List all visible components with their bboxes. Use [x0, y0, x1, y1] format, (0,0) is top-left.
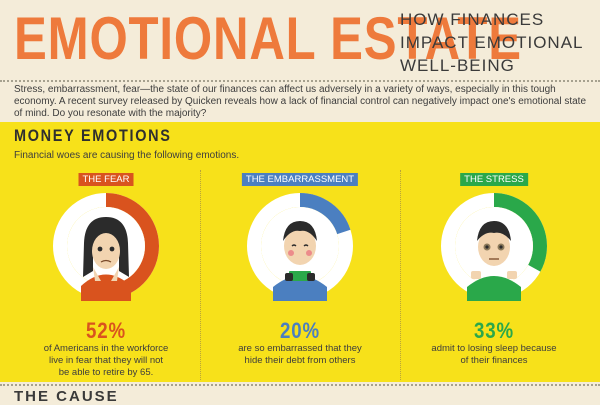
stress-badge: THE STRESS [460, 173, 528, 186]
embarrassment-badge: THE EMBARRASSMENT [241, 173, 359, 186]
embarrassed-person-icon [273, 221, 327, 301]
fear-donut-chart [53, 193, 159, 301]
fear-badge: THE FEAR [78, 173, 134, 186]
fear-description: of Americans in the workforce live in fe… [16, 343, 196, 379]
subtitle-line: WELL-BEING [400, 56, 515, 75]
page-title: EMOTIONAL ESTATE [14, 5, 522, 72]
section-title: MONEY EMOTIONS [14, 126, 172, 145]
description-line: be able to retire by 65. [58, 367, 154, 378]
section-subtitle: Financial woes are causing the following… [14, 150, 240, 161]
description-line: of their finances [460, 355, 528, 366]
divider [0, 80, 600, 82]
subtitle-line: IMPACT EMOTIONAL [400, 33, 584, 52]
description-line: of Americans in the workforce [43, 343, 169, 354]
donut-arc [441, 193, 547, 299]
page-subtitle: HOW FINANCES IMPACT EMOTIONAL WELL-BEING [400, 8, 600, 77]
stressed-person-icon [467, 221, 521, 301]
intro-paragraph: Stress, embarrassment, fear—the state of… [14, 84, 587, 119]
embarrassment-percent: 20% [280, 318, 320, 343]
description-line: live in fear that they will not [48, 355, 164, 366]
donut-arc [247, 193, 353, 299]
description-line: are so embarrassed that they [238, 343, 362, 354]
stress-percent: 33% [474, 318, 514, 343]
fear-person-icon [81, 217, 131, 301]
description-line: admit to losing sleep because [431, 343, 557, 354]
embarrassment-donut-chart [247, 193, 353, 301]
subtitle-line: HOW FINANCES [400, 10, 545, 29]
stress-donut-chart [441, 193, 547, 301]
column-divider [200, 170, 201, 380]
description-line: hide their debt from others [244, 355, 356, 366]
header: EMOTIONAL ESTATE HOW FINANCES IMPACT EMO… [0, 0, 600, 82]
embarrassment-description: are so embarrassed that they hide their … [210, 343, 390, 367]
divider [0, 384, 600, 386]
column-divider [400, 170, 401, 380]
stress-description: admit to losing sleep because of their f… [404, 343, 584, 367]
next-section-title: THE CAUSE [14, 388, 119, 405]
fear-percent: 52% [86, 318, 126, 343]
